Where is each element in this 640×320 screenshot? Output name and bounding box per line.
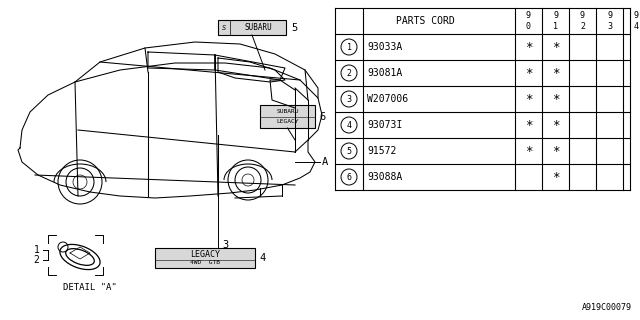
Bar [218,20,286,35]
Text: LEGACY: LEGACY [190,250,220,259]
Text: 93073I: 93073I [367,120,403,130]
Text: 93033A: 93033A [367,42,403,52]
Text: 2: 2 [34,255,40,265]
Text: 4: 4 [634,22,639,31]
Text: *: * [552,171,559,183]
Text: 9: 9 [526,11,531,20]
Text: SUBARU: SUBARU [276,109,299,115]
Text: S: S [222,25,226,30]
Text: A: A [322,157,328,167]
Text: *: * [552,118,559,132]
Bar [155,248,255,268]
Text: *: * [552,67,559,79]
Text: 0: 0 [526,22,531,31]
Text: *: * [525,67,532,79]
Text: 2: 2 [346,68,351,77]
Text: 4: 4 [346,121,351,130]
Text: *: * [552,145,559,157]
Text: A919C00079: A919C00079 [582,303,632,312]
Text: 5: 5 [291,22,297,33]
Text: 4: 4 [259,253,265,263]
Text: 9: 9 [634,11,639,20]
Text: SUBARU: SUBARU [244,23,272,32]
Text: 1: 1 [346,43,351,52]
Text: LEGACY: LEGACY [276,119,299,124]
Text: 93088A: 93088A [367,172,403,182]
Text: 6: 6 [346,172,351,181]
Text: 1: 1 [553,22,558,31]
Text: *: * [525,118,532,132]
Text: 5: 5 [346,147,351,156]
Text: *: * [525,92,532,106]
Text: 2: 2 [580,22,585,31]
Text: DETAIL "A": DETAIL "A" [63,283,117,292]
Text: 4WD  GTB: 4WD GTB [190,260,220,265]
Text: 91572: 91572 [367,146,396,156]
Text: *: * [552,92,559,106]
Text: 3: 3 [607,22,612,31]
Text: 3: 3 [346,94,351,103]
Text: *: * [525,145,532,157]
Text: PARTS CORD: PARTS CORD [396,16,454,26]
Text: W207006: W207006 [367,94,408,104]
Text: 1: 1 [34,245,40,255]
Text: *: * [552,41,559,53]
Text: 93081A: 93081A [367,68,403,78]
Text: *: * [525,41,532,53]
Text: 9: 9 [580,11,585,20]
Text: 3: 3 [222,240,228,250]
Text: 6: 6 [319,111,325,122]
Text: 9: 9 [553,11,558,20]
Bar [260,105,315,128]
Text: 9: 9 [607,11,612,20]
